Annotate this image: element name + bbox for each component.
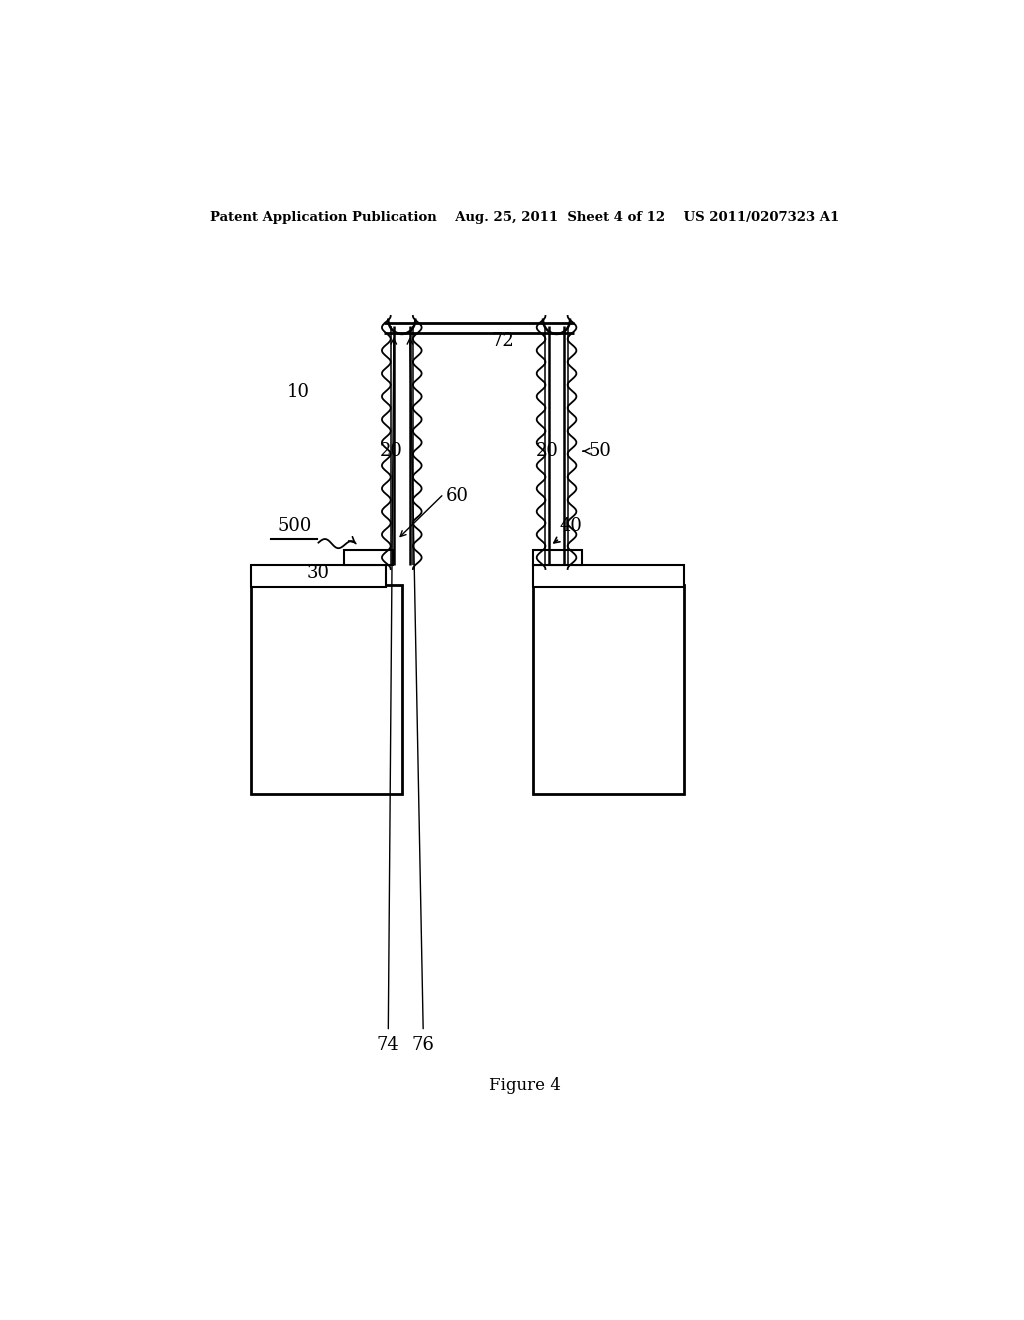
Text: 20: 20 [380,442,402,461]
Bar [532,549,582,565]
Text: 76: 76 [412,1036,434,1053]
Bar [532,585,684,793]
Bar [251,585,401,793]
Text: 50: 50 [588,442,611,461]
Text: 30: 30 [307,564,330,582]
Text: 40: 40 [559,517,583,536]
Text: 60: 60 [445,487,468,504]
Text: Figure 4: Figure 4 [488,1077,561,1094]
Bar [344,549,393,565]
Text: Patent Application Publication    Aug. 25, 2011  Sheet 4 of 12    US 2011/020732: Patent Application Publication Aug. 25, … [210,211,840,224]
Text: 10: 10 [287,383,310,401]
Text: 500: 500 [278,517,312,536]
Text: 72: 72 [492,333,514,350]
Bar [532,565,684,587]
Bar [251,565,386,587]
Text: 20: 20 [536,442,558,461]
Text: 74: 74 [377,1036,399,1053]
